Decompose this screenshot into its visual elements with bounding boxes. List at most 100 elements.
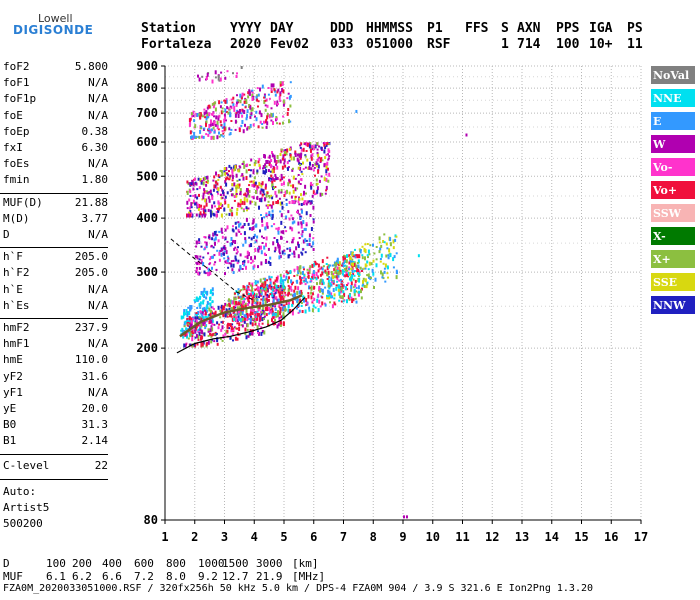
echo-point bbox=[190, 212, 193, 217]
echo-point bbox=[259, 316, 262, 321]
echo-point bbox=[308, 285, 310, 290]
echo-point bbox=[214, 123, 217, 127]
echo-point bbox=[195, 245, 198, 248]
echo-point bbox=[252, 291, 254, 295]
echo-point bbox=[336, 259, 339, 262]
echo-point bbox=[283, 158, 286, 163]
echo-point bbox=[226, 172, 229, 175]
echo-point bbox=[184, 332, 187, 337]
echo-point bbox=[194, 135, 197, 138]
echo-point bbox=[302, 280, 305, 283]
echo-point bbox=[279, 100, 282, 102]
echo-point bbox=[203, 210, 205, 215]
parameter-row: foEs N/A bbox=[3, 157, 108, 173]
echo-point bbox=[246, 328, 249, 331]
echo-point bbox=[198, 317, 200, 320]
echo-point bbox=[278, 294, 281, 298]
echo-point bbox=[239, 191, 242, 196]
echo-point bbox=[307, 142, 310, 145]
echo-point bbox=[220, 321, 223, 324]
echo-point bbox=[315, 178, 318, 182]
echo-point bbox=[260, 198, 263, 203]
echo-point bbox=[255, 95, 258, 98]
echo-point bbox=[185, 309, 188, 313]
echo-point bbox=[212, 188, 215, 192]
echo-point bbox=[260, 184, 263, 188]
parameter-row: foE N/A bbox=[3, 109, 108, 125]
echo-point bbox=[366, 243, 369, 245]
echo-point bbox=[375, 263, 378, 268]
echo-point bbox=[185, 327, 188, 331]
x-tick-label: 10 bbox=[426, 530, 440, 544]
echo-point bbox=[353, 254, 356, 257]
echo-point bbox=[263, 120, 265, 124]
echo-point bbox=[196, 307, 199, 309]
echo-point bbox=[261, 322, 264, 325]
echo-point bbox=[334, 261, 336, 264]
echo-point bbox=[246, 255, 249, 260]
echo-point bbox=[247, 293, 250, 295]
echo-point bbox=[224, 177, 227, 181]
echo-point bbox=[234, 297, 237, 301]
bottom-row-value: 21.9 bbox=[256, 570, 283, 583]
echo-point bbox=[307, 272, 310, 274]
echo-point bbox=[221, 107, 224, 110]
echo-point bbox=[214, 241, 216, 246]
echo-point bbox=[288, 191, 291, 195]
echo-point bbox=[236, 72, 238, 75]
echo-point bbox=[348, 261, 351, 265]
echo-point bbox=[268, 163, 271, 167]
echo-point bbox=[286, 167, 289, 170]
header-cell: 714 bbox=[517, 37, 541, 52]
parameter-value: N/A bbox=[88, 92, 108, 106]
echo-point bbox=[228, 170, 230, 173]
echo-point bbox=[241, 324, 244, 328]
echo-point bbox=[241, 92, 244, 97]
echo-point bbox=[185, 332, 188, 336]
echo-point bbox=[363, 285, 366, 288]
echo-point bbox=[198, 258, 201, 261]
echo-point bbox=[387, 266, 389, 269]
echo-point bbox=[216, 321, 219, 325]
echo-point bbox=[299, 164, 302, 166]
echo-point bbox=[195, 319, 198, 323]
echo-point bbox=[292, 167, 294, 170]
echo-point bbox=[231, 171, 234, 176]
echo-point bbox=[205, 190, 208, 193]
y-tick-label: 900 bbox=[136, 59, 158, 73]
echo-point bbox=[343, 264, 346, 267]
echo-point bbox=[204, 311, 207, 316]
echo-point bbox=[206, 300, 209, 305]
echo-point bbox=[280, 182, 283, 186]
echo-point bbox=[207, 267, 210, 272]
parameter-name: h`E bbox=[3, 282, 23, 296]
echo-point bbox=[251, 97, 254, 101]
echo-point bbox=[294, 200, 297, 203]
echo-point bbox=[238, 205, 241, 208]
echo-point bbox=[265, 297, 268, 302]
echo-point bbox=[364, 249, 367, 254]
echo-point bbox=[239, 295, 242, 298]
echo-point bbox=[382, 277, 385, 280]
echo-point bbox=[258, 197, 261, 202]
echo-point bbox=[273, 283, 276, 287]
echo-point bbox=[198, 113, 201, 117]
echo-point bbox=[296, 153, 299, 157]
echo-point bbox=[214, 70, 217, 75]
echo-point bbox=[330, 292, 333, 297]
echo-point bbox=[200, 336, 202, 341]
echo-point bbox=[319, 278, 322, 282]
echo-point bbox=[243, 201, 246, 206]
echo-point bbox=[213, 340, 216, 343]
parameter-name: fmin bbox=[3, 173, 30, 187]
echo-point bbox=[197, 338, 200, 341]
echo-point bbox=[244, 304, 247, 308]
echo-point bbox=[221, 110, 224, 113]
echo-point bbox=[357, 264, 360, 269]
echo-point bbox=[250, 180, 253, 183]
echo-point bbox=[345, 267, 348, 270]
echo-point bbox=[234, 314, 237, 317]
echo-point bbox=[308, 243, 311, 246]
echo-point bbox=[274, 323, 277, 325]
